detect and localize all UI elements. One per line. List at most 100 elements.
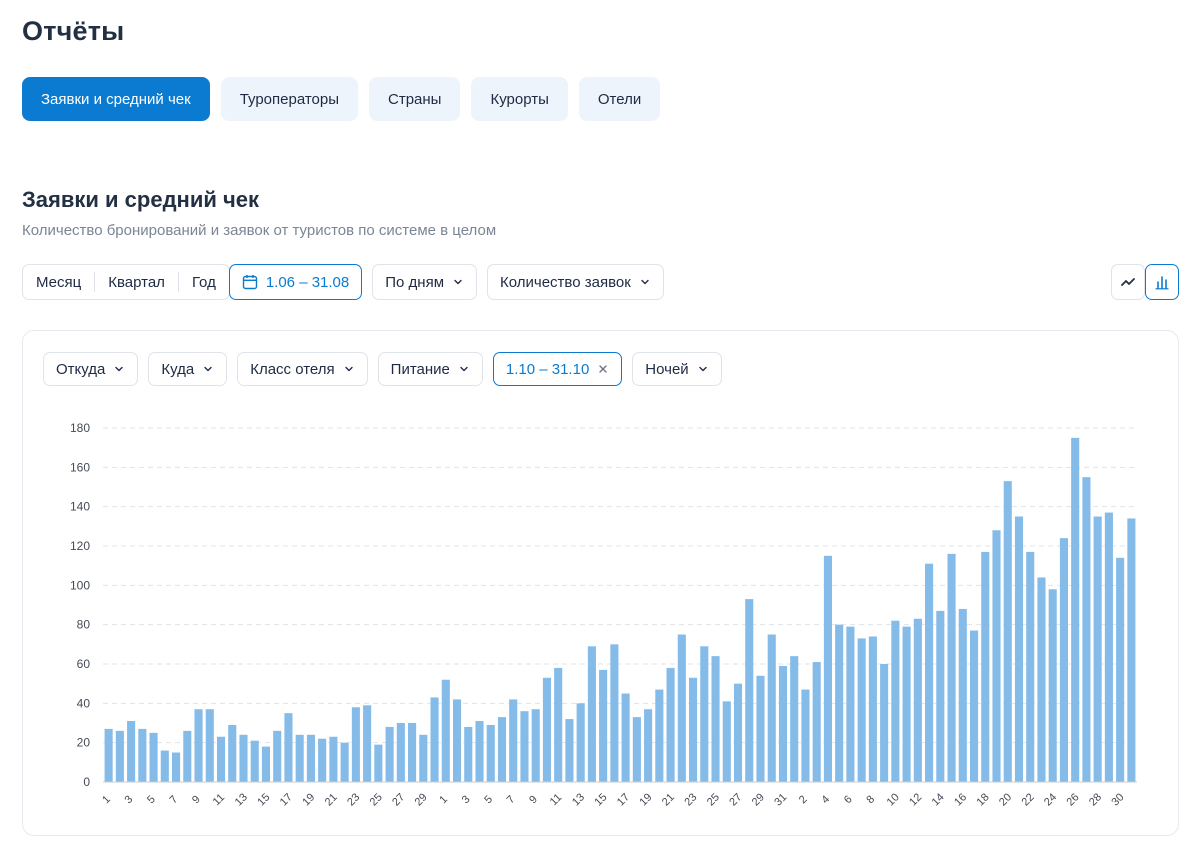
bar[interactable] [306, 734, 315, 782]
bar[interactable] [913, 618, 922, 782]
bar[interactable] [857, 638, 866, 782]
bar[interactable] [542, 677, 551, 782]
bar[interactable] [1127, 518, 1136, 782]
bar[interactable] [1003, 481, 1012, 782]
bar[interactable] [554, 667, 563, 782]
bar[interactable] [205, 709, 214, 782]
bar[interactable] [509, 699, 518, 782]
bar[interactable] [138, 728, 147, 782]
bar[interactable] [340, 742, 349, 782]
period-year-button[interactable]: Год [177, 272, 229, 292]
bar[interactable] [115, 730, 124, 782]
bar[interactable] [689, 677, 698, 782]
bar[interactable] [1014, 516, 1024, 783]
bar[interactable] [430, 697, 439, 782]
bar[interactable] [902, 626, 911, 782]
bar[interactable] [452, 699, 462, 782]
bar[interactable] [790, 656, 799, 782]
bar[interactable] [644, 709, 653, 782]
bar[interactable] [396, 723, 405, 782]
bar[interactable] [610, 644, 619, 782]
bar[interactable] [1048, 589, 1057, 782]
bar[interactable] [835, 624, 844, 782]
bar[interactable] [621, 693, 630, 783]
bar[interactable] [261, 746, 271, 782]
bar[interactable] [666, 667, 675, 782]
bar[interactable] [733, 683, 743, 782]
bar[interactable] [464, 726, 473, 782]
bar[interactable] [677, 634, 686, 783]
period-quarter-button[interactable]: Квартал [94, 272, 178, 292]
bar[interactable] [419, 734, 428, 782]
bar[interactable] [936, 610, 945, 782]
bar[interactable] [363, 705, 372, 782]
bar[interactable] [1093, 516, 1102, 783]
bar[interactable] [1116, 557, 1125, 782]
metric-select[interactable]: Количество заявок [487, 264, 664, 300]
bar[interactable] [172, 752, 181, 783]
bar[interactable] [925, 563, 934, 782]
bar[interactable] [868, 636, 877, 782]
tab-requests-avg-check[interactable]: Заявки и средний чек [22, 77, 210, 121]
period-month-button[interactable]: Месяц [36, 273, 82, 291]
filter-nights-select[interactable]: Ночей [632, 352, 722, 386]
bar[interactable] [497, 717, 507, 782]
bar[interactable] [194, 709, 203, 782]
bar[interactable] [1104, 512, 1113, 782]
bar[interactable] [284, 713, 293, 782]
bar[interactable] [441, 679, 450, 782]
bar[interactable] [632, 717, 641, 782]
close-icon[interactable] [597, 363, 609, 375]
bar[interactable] [295, 734, 304, 782]
bar[interactable] [216, 736, 226, 782]
bar[interactable] [969, 630, 979, 782]
bar[interactable] [1071, 437, 1080, 782]
bar[interactable] [385, 726, 394, 782]
bar[interactable] [846, 626, 855, 782]
tab-tour-operators[interactable]: Туроператоры [220, 77, 359, 121]
bar[interactable] [655, 689, 664, 782]
bar[interactable] [149, 732, 158, 782]
bar[interactable] [801, 689, 810, 782]
bar[interactable] [475, 721, 484, 782]
bar[interactable] [486, 724, 495, 782]
bar[interactable] [599, 669, 608, 782]
bar[interactable] [981, 551, 990, 782]
bar[interactable] [1037, 577, 1046, 782]
bar[interactable] [756, 675, 765, 782]
bar[interactable] [812, 662, 821, 782]
bar[interactable] [722, 701, 731, 782]
bar[interactable] [250, 740, 259, 782]
bar[interactable] [576, 703, 585, 782]
line-chart-button[interactable] [1111, 264, 1145, 300]
bar[interactable] [160, 750, 169, 782]
filter-from-select[interactable]: Откуда [43, 352, 139, 386]
bar[interactable] [520, 711, 529, 782]
bar[interactable] [823, 555, 832, 782]
filter-to-select[interactable]: Куда [148, 352, 228, 386]
bar[interactable] [228, 724, 237, 782]
bar[interactable] [374, 744, 383, 782]
bar[interactable] [1026, 551, 1035, 782]
bar[interactable] [531, 709, 540, 782]
date-range-button[interactable]: 1.06 – 31.08 [228, 264, 363, 300]
filter-dates-chip[interactable]: 1.10 – 31.10 [492, 352, 623, 386]
filter-hotel-class-select[interactable]: Класс отеля [237, 352, 368, 386]
bar[interactable] [700, 646, 709, 782]
bar[interactable] [408, 723, 417, 782]
bar[interactable] [1059, 538, 1068, 782]
bar[interactable] [351, 707, 360, 782]
bar[interactable] [778, 665, 788, 782]
tab-resorts[interactable]: Курорты [471, 77, 568, 121]
bar[interactable] [318, 738, 327, 782]
filter-meal-select[interactable]: Питание [377, 352, 483, 386]
bar[interactable] [711, 656, 720, 782]
bar[interactable] [1082, 477, 1091, 782]
tab-countries[interactable]: Страны [369, 77, 461, 121]
bar[interactable] [891, 620, 900, 782]
bar[interactable] [880, 664, 889, 782]
bar[interactable] [992, 530, 1001, 782]
bar[interactable] [958, 608, 967, 782]
bar[interactable] [745, 599, 754, 782]
grouping-select[interactable]: По дням [372, 264, 478, 300]
